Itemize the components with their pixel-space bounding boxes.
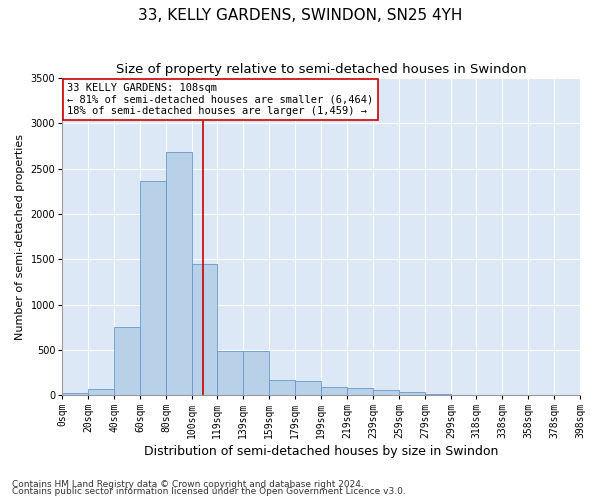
X-axis label: Distribution of semi-detached houses by size in Swindon: Distribution of semi-detached houses by … [144,444,499,458]
Bar [347,388,373,396]
Bar [140,182,166,396]
Text: 33 KELLY GARDENS: 108sqm
← 81% of semi-detached houses are smaller (6,464)
18% o: 33 KELLY GARDENS: 108sqm ← 81% of semi-d… [67,83,374,116]
Bar [114,328,140,396]
Bar [88,389,114,396]
Bar [193,264,217,396]
Text: 33, KELLY GARDENS, SWINDON, SN25 4YH: 33, KELLY GARDENS, SWINDON, SN25 4YH [138,8,462,22]
Bar [451,394,476,396]
Y-axis label: Number of semi-detached properties: Number of semi-detached properties [15,134,25,340]
Bar [295,382,321,396]
Bar [217,351,243,396]
Bar [321,387,347,396]
Bar [269,380,295,396]
Bar [166,152,193,396]
Bar [425,394,451,396]
Bar [373,390,399,396]
Bar [243,351,269,396]
Bar [399,392,425,396]
Bar [62,392,88,396]
Title: Size of property relative to semi-detached houses in Swindon: Size of property relative to semi-detach… [116,62,526,76]
Text: Contains HM Land Registry data © Crown copyright and database right 2024.: Contains HM Land Registry data © Crown c… [12,480,364,489]
Text: Contains public sector information licensed under the Open Government Licence v3: Contains public sector information licen… [12,487,406,496]
